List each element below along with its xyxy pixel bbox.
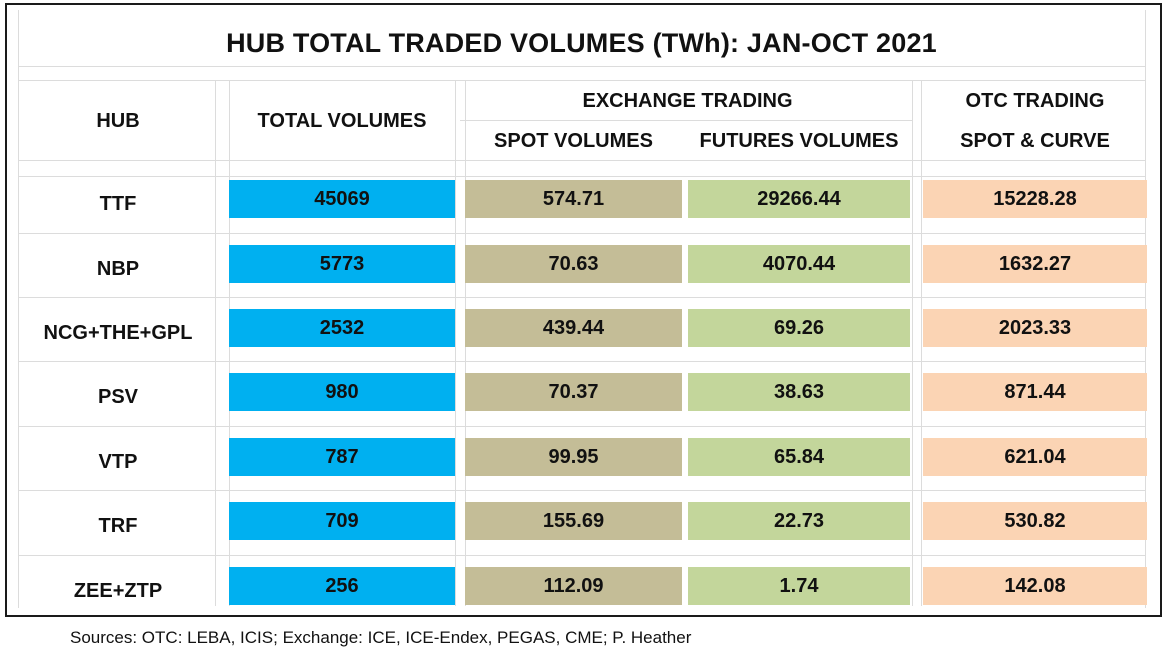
hub-label: TRF (98, 515, 138, 537)
row-separator (18, 233, 1145, 234)
grid-hline (18, 80, 1145, 81)
total-cell: 787 (229, 438, 455, 476)
hub-label: ZEE+ZTP (73, 580, 163, 602)
futures-cell: 29266.44 (688, 180, 910, 218)
otc-cell: 621.04 (923, 438, 1147, 476)
otc-cell: 142.08 (923, 567, 1147, 605)
hub-label: PSV (97, 386, 139, 408)
futures-cell: 38.63 (688, 373, 910, 411)
header-otc-trading: OTC TRADING (965, 90, 1105, 112)
spot-cell: 70.63 (465, 245, 682, 283)
hub-label: NCG+THE+GPL (43, 322, 193, 344)
total-cell: 256 (229, 567, 455, 605)
spot-cell: 70.37 (465, 373, 682, 411)
futures-cell: 22.73 (688, 502, 910, 540)
header-exchange-trading: EXCHANGE TRADING (582, 90, 793, 112)
header-spot-curve: SPOT & CURVE (960, 130, 1110, 152)
grid-hline (460, 120, 912, 121)
header-futures-volumes: FUTURES VOLUMES (699, 130, 899, 152)
spot-cell: 155.69 (465, 502, 682, 540)
row-separator (18, 361, 1145, 362)
futures-cell: 69.26 (688, 309, 910, 347)
grid-vline (912, 80, 913, 606)
total-cell: 2532 (229, 309, 455, 347)
grid-hline (18, 66, 1145, 67)
otc-cell: 1632.27 (923, 245, 1147, 283)
futures-cell: 65.84 (688, 438, 910, 476)
hub-label: NBP (96, 258, 140, 280)
otc-cell: 15228.28 (923, 180, 1147, 218)
row-separator (18, 555, 1145, 556)
spot-cell: 574.71 (465, 180, 682, 218)
header-spot-volumes: SPOT VOLUMES (494, 130, 653, 152)
spot-cell: 439.44 (465, 309, 682, 347)
total-cell: 5773 (229, 245, 455, 283)
table-title: HUB TOTAL TRADED VOLUMES (TWh): JAN-OCT … (226, 28, 937, 58)
row-separator (18, 490, 1145, 491)
grid-vline (921, 80, 922, 606)
grid-vline (18, 10, 19, 608)
futures-cell: 4070.44 (688, 245, 910, 283)
otc-cell: 2023.33 (923, 309, 1147, 347)
header-total-volumes: TOTAL VOLUMES (257, 110, 427, 132)
otc-cell: 530.82 (923, 502, 1147, 540)
row-separator (18, 297, 1145, 298)
futures-cell: 1.74 (688, 567, 910, 605)
grid-vline (455, 80, 456, 606)
total-cell: 709 (229, 502, 455, 540)
grid-hline (18, 176, 1145, 177)
otc-cell: 871.44 (923, 373, 1147, 411)
grid-hline (18, 160, 1145, 161)
spot-cell: 112.09 (465, 567, 682, 605)
spot-cell: 99.95 (465, 438, 682, 476)
total-cell: 980 (229, 373, 455, 411)
source-note: Sources: OTC: LEBA, ICIS; Exchange: ICE,… (70, 628, 692, 647)
hub-label: TTF (99, 193, 137, 215)
row-separator (18, 426, 1145, 427)
header-hub: HUB (96, 110, 140, 132)
hub-label: VTP (98, 451, 138, 473)
grid-vline (215, 80, 216, 606)
total-cell: 45069 (229, 180, 455, 218)
